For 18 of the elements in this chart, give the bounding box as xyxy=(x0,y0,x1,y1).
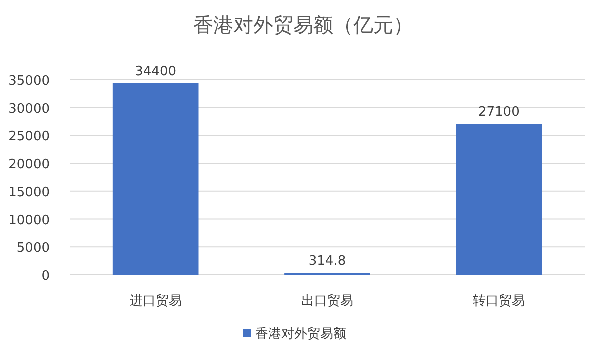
y-tick-label: 5000 xyxy=(16,241,50,256)
chart-title: 香港对外贸易额（亿元） xyxy=(194,13,414,37)
y-tick-label: 20000 xyxy=(8,158,50,173)
bar xyxy=(456,124,542,275)
x-tick-label: 进口贸易 xyxy=(130,294,182,309)
y-tick-label: 35000 xyxy=(8,74,50,89)
x-tick-label: 出口贸易 xyxy=(302,294,354,309)
y-tick-label: 30000 xyxy=(8,102,50,117)
y-tick-label: 10000 xyxy=(8,213,50,228)
y-tick-label: 0 xyxy=(42,269,50,284)
bar xyxy=(112,83,199,275)
y-tick-label: 25000 xyxy=(8,130,50,145)
data-label: 27100 xyxy=(478,105,520,120)
x-tick-label: 转口贸易 xyxy=(473,294,526,309)
data-label: 34400 xyxy=(135,64,177,80)
data-label: 314.8 xyxy=(308,254,346,270)
y-tick-label: 15000 xyxy=(8,185,50,200)
legend-label: 香港对外贸易额 xyxy=(256,327,346,342)
